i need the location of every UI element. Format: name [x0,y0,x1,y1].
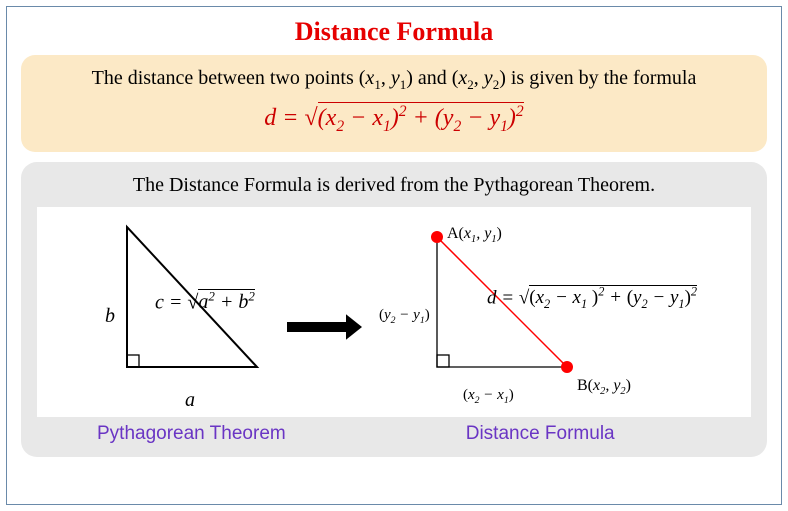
s: 2 [248,289,255,304]
hyp-formula-right: d = √(x2 − x1 )2 + (y2 − y1)2 [487,285,697,312]
m: − [396,307,414,323]
s: 2 [691,285,697,299]
point-a-label: A(x1, y1) [447,225,502,245]
p: + [604,287,626,308]
x2: x [326,105,337,131]
y2: y [484,67,493,89]
hyp-formula-left: c = √a2 + b2 [155,289,255,315]
sqrt: √ [187,291,198,313]
m: − [550,287,572,308]
y1: y [391,67,400,89]
m: − [648,287,670,308]
x: x [573,287,581,308]
right-angle-icon [437,355,449,367]
intro-sentence: The distance between two points (x1, y1)… [35,67,753,93]
x1: x [365,67,374,89]
c: , [474,67,484,89]
y2: y [443,105,454,131]
m: − [461,105,489,131]
d: d [264,105,276,131]
point-b-icon [561,361,573,373]
x2: x [458,67,467,89]
y1: y [489,105,500,131]
s: 2 [336,118,344,135]
y: y [384,307,391,323]
t: ) [587,287,598,308]
eq: = [497,287,519,308]
eq: = [276,105,304,131]
x: x [536,287,544,308]
a: a [198,291,208,313]
sqrt: √ [305,105,318,131]
m: − [480,387,498,403]
rp: ) [508,105,516,131]
derive-box: The Distance Formula is derived from the… [21,162,767,457]
t: ) [509,387,514,403]
eq: = [164,291,188,313]
captions: Pythagorean Theorem Distance Formula [37,423,751,445]
s: 1 [500,118,508,135]
rp: ) [391,105,399,131]
diagram-panel: b a c = √a2 + b2 A(x1, y1) B(x2, y2) (y2… [37,207,751,417]
p: + [407,105,435,131]
d: d [487,287,497,308]
page-title: Distance Formula [21,17,767,47]
t: ) [497,225,502,242]
x: x [468,387,475,403]
t: B( [577,377,593,394]
sq: 2 [399,103,407,120]
t: ) [626,377,631,394]
t: ) is given by the formula [499,67,696,89]
x: x [464,225,471,242]
lp: ( [318,105,326,131]
c: , [476,225,484,242]
intro-box: The distance between two points (x1, y1)… [21,55,767,152]
t: The distance between two points ( [92,67,366,89]
x1: x [372,105,383,131]
lp: ( [435,105,443,131]
t: ) and ( [406,67,458,89]
horizontal-leg-label: (x2 − x1) [463,387,514,406]
c: c [155,291,164,313]
intro-formula: d = √(x2 − x1)2 + (y2 − y1)2 [35,103,753,136]
sqrt: √ [519,287,529,308]
m: − [344,105,372,131]
s: 1 [383,118,391,135]
label-b: b [105,305,115,328]
label-a: a [185,389,195,412]
derive-sentence: The Distance Formula is derived from the… [37,174,751,197]
point-a-icon [431,231,443,243]
sq: 2 [516,103,524,120]
point-b-label: B(x2, y2) [577,377,631,397]
t: ) [425,307,430,323]
t: A( [447,225,464,242]
y: y [413,307,420,323]
b: b [238,291,248,313]
caption-left: Pythagorean Theorem [97,423,286,445]
arrow-head-icon [346,314,362,340]
caption-right: Distance Formula [466,423,615,445]
vertical-leg-label: (y2 − y1) [379,307,430,326]
x: x [497,387,504,403]
p: + [215,291,239,313]
c: , [381,67,391,89]
card: Distance Formula The distance between tw… [6,6,782,505]
